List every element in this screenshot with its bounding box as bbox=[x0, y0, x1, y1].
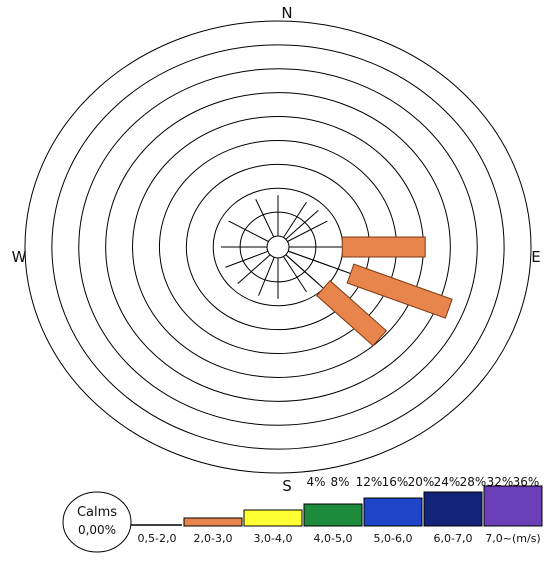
spoke-247 bbox=[225, 250, 269, 268]
calm-hub-ring bbox=[266, 235, 290, 259]
legend-label-2: 2,0-3,0 bbox=[194, 532, 233, 545]
tick-label-5: 20% bbox=[408, 475, 435, 489]
tick-label-1: 4% bbox=[306, 475, 325, 489]
petal-stem-3 bbox=[285, 254, 324, 289]
petal-0 bbox=[341, 236, 426, 258]
legend-label-4: 4,0-5,0 bbox=[314, 532, 353, 545]
calms-indicator: Calms 0,00% bbox=[62, 491, 132, 553]
legend-swatch-3 bbox=[243, 509, 303, 527]
tick-label-7: 28% bbox=[460, 475, 487, 489]
legend-label-5: 5,0-6,0 bbox=[374, 532, 413, 545]
direction-label-north: N bbox=[281, 4, 292, 22]
speed-legend: 0,5-2,0 2,0-3,0 3,0-4,0 4,0-5,0 5,0-6,0 6,0-7… bbox=[131, 485, 543, 545]
legend-swatch-5 bbox=[363, 497, 423, 527]
tick-label-3: 12% bbox=[356, 475, 383, 489]
petal-3 bbox=[316, 280, 388, 347]
tick-label-2: 8% bbox=[330, 475, 349, 489]
radial-rings bbox=[24, 20, 532, 474]
calms-value: 0,00% bbox=[78, 523, 116, 537]
spoke-150 bbox=[283, 256, 307, 293]
calms-label: Calms bbox=[77, 505, 117, 520]
petal-1 bbox=[346, 263, 453, 319]
ring-7 bbox=[78, 68, 478, 426]
legend-swatch-6 bbox=[423, 491, 483, 527]
legend-swatch-4 bbox=[303, 503, 363, 527]
spoke-200 bbox=[258, 257, 275, 296]
legend-swatch-2 bbox=[183, 517, 243, 527]
spoke-300 bbox=[228, 220, 269, 242]
spoke-30 bbox=[283, 201, 307, 238]
legend-label-1: 0,5-2,0 bbox=[138, 532, 177, 545]
legend-label-6: 6,0-7,0 bbox=[434, 532, 473, 545]
petal-stem-1 bbox=[288, 250, 351, 274]
spoke-60 bbox=[287, 220, 328, 242]
ring-9 bbox=[24, 20, 532, 474]
legend-label-7: 7,0~(m/s) bbox=[485, 532, 540, 545]
ring-6 bbox=[105, 92, 451, 402]
spoke-337 bbox=[255, 199, 275, 238]
direction-label-west: W bbox=[12, 248, 27, 266]
ring-8 bbox=[51, 44, 505, 450]
legend-swatch-7 bbox=[483, 485, 543, 527]
tick-label-6: 24% bbox=[434, 475, 461, 489]
calms-circle bbox=[62, 491, 132, 553]
wind-petals bbox=[285, 236, 453, 347]
direction-label-south: S bbox=[282, 477, 292, 495]
legend-label-3: 3,0-4,0 bbox=[254, 532, 293, 545]
spoke-225 bbox=[237, 254, 271, 285]
direction-label-east: E bbox=[531, 248, 540, 266]
tick-label-4: 16% bbox=[382, 475, 409, 489]
spoke-45 bbox=[285, 209, 319, 240]
